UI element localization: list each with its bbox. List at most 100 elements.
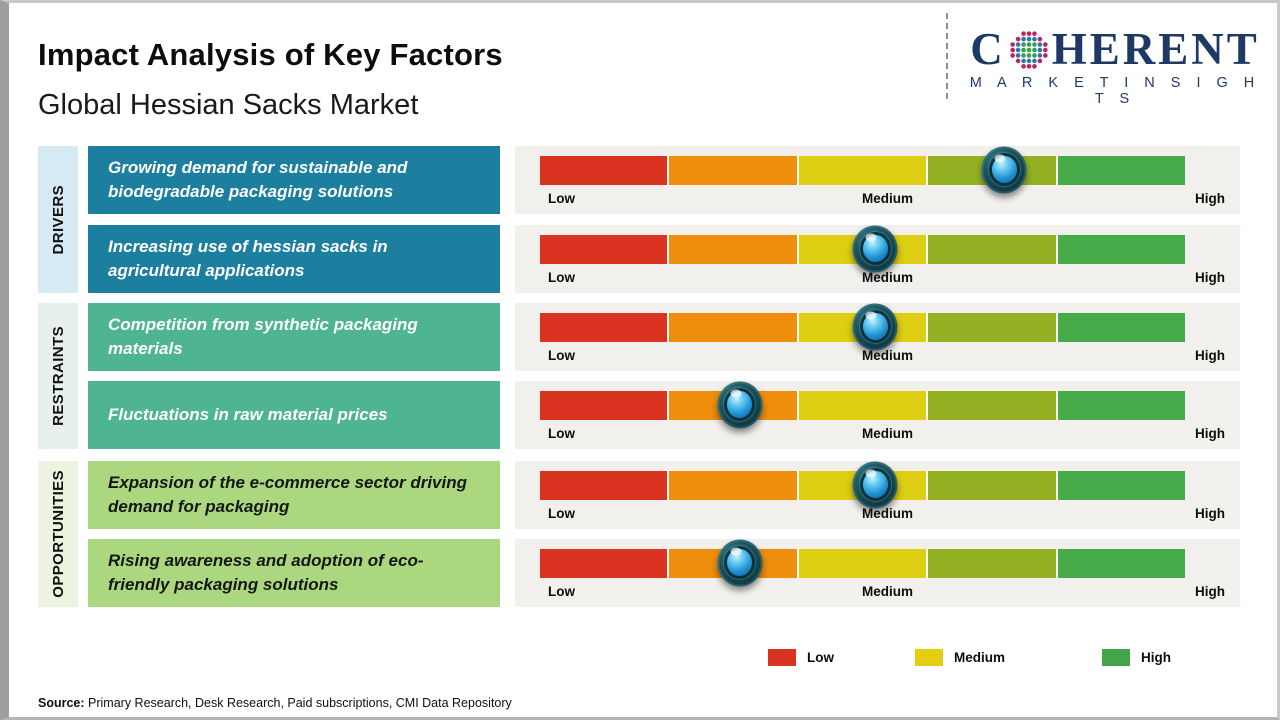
logo-word-end: HERENT (1051, 24, 1260, 74)
factor-box-opportunity-1: Expansion of the e-commerce sector drivi… (88, 461, 500, 529)
impact-panel-restraint-1: Low Medium High (515, 303, 1240, 371)
scale-segment-low (540, 549, 668, 578)
legend-swatch-high (1102, 649, 1130, 666)
impact-marker[interactable] (717, 381, 763, 429)
legend-swatch-low (768, 649, 796, 666)
scale-segment-high (1057, 549, 1186, 578)
factor-box-restraint-2: Fluctuations in raw material prices (88, 381, 500, 449)
legend-swatch-medium (915, 649, 943, 666)
scale-label-medium: Medium (861, 191, 913, 206)
scale-label-low: Low (548, 191, 575, 206)
scale-segment-mid-high (928, 391, 1056, 420)
scale-label-medium: Medium (861, 584, 913, 599)
impact-scale-bar (540, 539, 1186, 587)
factor-box-driver-1: Growing demand for sustainable and biode… (88, 146, 500, 214)
legend-label-low: Low (807, 650, 834, 665)
impact-marker[interactable] (852, 225, 898, 273)
group-label-opportunities: OPPORTUNITIES (49, 470, 67, 598)
scale-segment-low (540, 391, 668, 420)
scale-label-low: Low (548, 270, 575, 285)
scale-segment-medium (798, 156, 927, 185)
page-subtitle: Global Hessian Sacks Market (38, 89, 419, 121)
scale-label-high: High (1195, 426, 1225, 441)
group-strip-opportunities: OPPORTUNITIES (38, 461, 78, 607)
scale-segment-high (1057, 313, 1186, 342)
scale-segment-low-mid (669, 235, 797, 264)
impact-scale-bar (540, 225, 1186, 273)
source-line: Source: Primary Research, Desk Research,… (38, 696, 512, 710)
impact-panel-driver-2: Low Medium High (515, 225, 1240, 293)
group-strip-drivers: DRIVERS (38, 146, 78, 293)
factor-text: Fluctuations in raw material prices (108, 404, 388, 424)
factor-text: Increasing use of hessian sacks in agric… (108, 236, 388, 280)
legend-item-medium: Medium (915, 649, 1005, 666)
impact-marker[interactable] (717, 539, 763, 587)
scale-segment-medium (798, 391, 927, 420)
factor-text: Rising awareness and adoption of eco-fri… (108, 550, 424, 594)
logo-wordmark: C HERENT (965, 27, 1265, 72)
scale-segment-low (540, 313, 668, 342)
source-label: Source: (38, 696, 85, 710)
scale-segment-high (1057, 471, 1186, 500)
scale-label-low: Low (548, 426, 575, 441)
scale-segment-mid-high (928, 313, 1056, 342)
impact-scale-bar (540, 303, 1186, 351)
logo-tagline: M A R K E T I N S I G H T S (969, 75, 1261, 107)
scale-label-low: Low (548, 584, 575, 599)
scale-label-low: Low (548, 348, 575, 363)
scale-label-medium: Medium (861, 506, 913, 521)
legend-item-low: Low (768, 649, 834, 666)
impact-panel-opportunity-1: Low Medium High (515, 461, 1240, 529)
logo-divider (946, 13, 948, 99)
legend-label-high: High (1141, 650, 1171, 665)
scale-segment-low-mid (669, 156, 797, 185)
scale-segment-low-mid (669, 313, 797, 342)
impact-panel-restraint-2: Low Medium High (515, 381, 1240, 449)
impact-panel-driver-1: Low Medium High (515, 146, 1240, 214)
factor-box-opportunity-2: Rising awareness and adoption of eco-fri… (88, 539, 500, 607)
scale-segment-high (1057, 235, 1186, 264)
factor-box-driver-2: Increasing use of hessian sacks in agric… (88, 225, 500, 293)
group-label-drivers: DRIVERS (49, 184, 67, 255)
factor-text: Expansion of the e-commerce sector drivi… (108, 472, 467, 516)
page-title: Impact Analysis of Key Factors (38, 37, 503, 72)
source-text: Primary Research, Desk Research, Paid su… (84, 696, 512, 710)
scale-segment-low-mid (669, 471, 797, 500)
scale-segment-high (1057, 156, 1186, 185)
impact-marker[interactable] (981, 146, 1027, 194)
scale-segment-low (540, 156, 668, 185)
impact-scale-bar (540, 381, 1186, 429)
scale-label-high: High (1195, 506, 1225, 521)
impact-scale-bar (540, 146, 1186, 194)
scale-label-medium: Medium (861, 426, 913, 441)
scale-segment-low (540, 235, 668, 264)
scale-label-medium: Medium (861, 270, 913, 285)
factor-text: Competition from synthetic packaging mat… (108, 314, 418, 358)
scale-segment-mid-high (928, 471, 1056, 500)
company-logo: C HERENT M A R K E T I N S I G H T S (965, 27, 1265, 108)
group-strip-restraints: RESTRAINTS (38, 303, 78, 449)
scale-label-high: High (1195, 348, 1225, 363)
impact-marker[interactable] (852, 461, 898, 509)
scale-segment-low (540, 471, 668, 500)
impact-marker[interactable] (852, 303, 898, 351)
scale-segment-high (1057, 391, 1186, 420)
scale-label-high: High (1195, 584, 1225, 599)
factor-box-restraint-1: Competition from synthetic packaging mat… (88, 303, 500, 371)
factor-text: Growing demand for sustainable and biode… (108, 157, 408, 201)
group-label-restraints: RESTRAINTS (49, 326, 67, 426)
scale-label-high: High (1195, 191, 1225, 206)
scale-segment-mid-high (928, 235, 1056, 264)
impact-scale-bar (540, 461, 1186, 509)
scale-segment-mid-high (928, 549, 1056, 578)
scale-label-high: High (1195, 270, 1225, 285)
scale-segment-medium (798, 549, 927, 578)
legend-item-high: High (1102, 649, 1171, 666)
impact-panel-opportunity-2: Low Medium High (515, 539, 1240, 607)
legend-label-medium: Medium (954, 650, 1006, 665)
logo-word-start: C (970, 24, 1006, 74)
scale-label-low: Low (548, 506, 575, 521)
scale-label-medium: Medium (861, 348, 913, 363)
globe-icon (1010, 30, 1048, 69)
